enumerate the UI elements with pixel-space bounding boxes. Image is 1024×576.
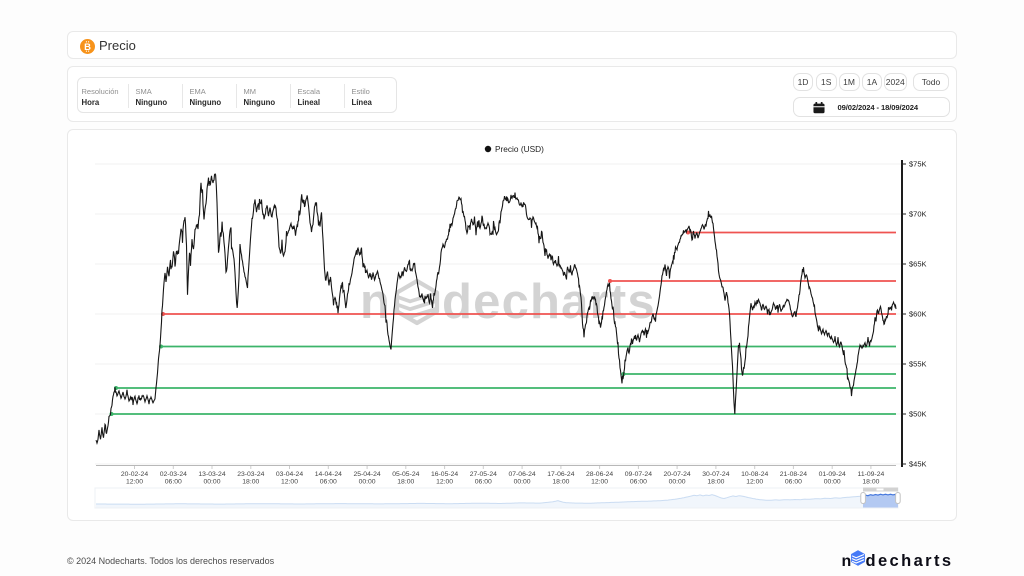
svg-text:06:00: 06:00 [785,479,802,486]
svg-text:$70K: $70K [909,210,927,219]
svg-text:28-06-24: 28-06-24 [586,471,613,478]
svg-text:12:00: 12:00 [281,479,298,486]
svg-text:00:00: 00:00 [359,479,376,486]
svg-text:12:00: 12:00 [746,479,763,486]
svg-text:decharts: decharts [442,275,656,329]
svg-text:20-07-24: 20-07-24 [663,471,690,478]
svg-text:02-03-24: 02-03-24 [160,471,187,478]
svg-text:$75K: $75K [909,160,927,169]
svg-text:21-08-24: 21-08-24 [780,471,807,478]
svg-text:Precio (USD): Precio (USD) [495,144,544,154]
svg-text:03-04-24: 03-04-24 [276,471,303,478]
svg-text:$45K: $45K [909,460,927,469]
svg-text:B: B [84,42,91,53]
svg-text:06:00: 06:00 [475,479,492,486]
svg-text:12:00: 12:00 [436,479,453,486]
svg-text:10-08-24: 10-08-24 [741,471,768,478]
svg-text:07-06-24: 07-06-24 [508,471,535,478]
svg-text:18:00: 18:00 [242,479,259,486]
svg-text:27-05-24: 27-05-24 [470,471,497,478]
svg-text:06:00: 06:00 [630,479,647,486]
svg-text:$55K: $55K [909,360,927,369]
svg-text:18:00: 18:00 [397,479,414,486]
svg-text:17-06-24: 17-06-24 [547,471,574,478]
svg-text:00:00: 00:00 [824,479,841,486]
svg-text:01-09-24: 01-09-24 [819,471,846,478]
svg-text:23-03-24: 23-03-24 [237,471,264,478]
svg-text:09-07-24: 09-07-24 [625,471,652,478]
svg-text:n: n [842,553,852,570]
svg-text:12:00: 12:00 [591,479,608,486]
svg-text:n: n [360,275,392,329]
svg-text:05-05-24: 05-05-24 [392,471,419,478]
svg-text:decharts: decharts [866,552,954,570]
svg-text:$65K: $65K [909,260,927,269]
svg-text:18:00: 18:00 [707,479,724,486]
svg-text:14-04-24: 14-04-24 [315,471,342,478]
svg-text:$50K: $50K [909,410,927,419]
svg-text:11-09-24: 11-09-24 [858,471,885,478]
svg-text:00:00: 00:00 [669,479,686,486]
svg-text:25-04-24: 25-04-24 [353,471,380,478]
svg-text:20-02-24: 20-02-24 [121,471,148,478]
svg-text:16-05-24: 16-05-24 [431,471,458,478]
svg-text:13-03-24: 13-03-24 [198,471,225,478]
svg-text:00:00: 00:00 [203,479,220,486]
svg-text:30-07-24: 30-07-24 [702,471,729,478]
svg-text:18:00: 18:00 [862,479,879,486]
svg-text:12:00: 12:00 [126,479,143,486]
svg-text:06:00: 06:00 [320,479,337,486]
svg-text:00:00: 00:00 [514,479,531,486]
svg-text:$60K: $60K [909,310,927,319]
svg-text:18:00: 18:00 [552,479,569,486]
svg-text:06:00: 06:00 [165,479,182,486]
